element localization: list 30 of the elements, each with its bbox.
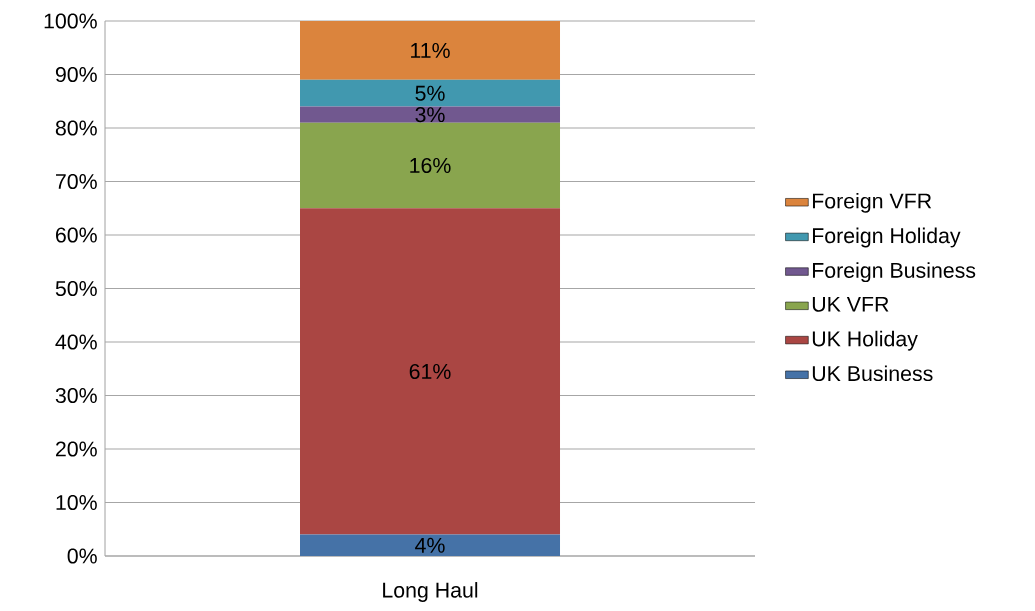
y-tick-label: 60% xyxy=(56,227,97,243)
data-label: 16% xyxy=(410,157,451,173)
legend-label: Foreign Business xyxy=(812,262,976,283)
y-tick-label: 40% xyxy=(55,334,97,350)
bar xyxy=(300,208,561,535)
data-label: 3% xyxy=(415,107,445,123)
legend-label: UK Business xyxy=(812,365,933,382)
legend-label: Foreign VFR xyxy=(812,192,932,213)
bar xyxy=(300,122,561,209)
y-tick-label: 20% xyxy=(55,441,97,457)
y-tick-label: 50% xyxy=(55,280,97,297)
y-tick-label: 10% xyxy=(56,494,97,511)
y-tick-label: 100% xyxy=(44,13,97,29)
y-tick-label: 90% xyxy=(55,66,97,83)
x-tick-label: Long Haul xyxy=(383,582,478,602)
legend-label: Foreign Holiday xyxy=(812,227,961,248)
bar xyxy=(300,534,561,556)
data-label: 61% xyxy=(409,363,451,379)
bar xyxy=(300,79,561,107)
bar xyxy=(300,21,561,80)
bar xyxy=(300,106,561,123)
y-tick-label: 80% xyxy=(55,120,97,136)
data-label: 11% xyxy=(411,42,450,58)
y-tick-label: 70% xyxy=(56,173,97,190)
data-label: 5% xyxy=(415,85,445,101)
legend-label: UK Holiday xyxy=(812,330,918,351)
y-tick-label: 30% xyxy=(55,387,97,404)
data-label: 4% xyxy=(415,537,445,553)
y-tick-label: 0% xyxy=(67,548,97,564)
legend-label: UK VFR xyxy=(812,296,889,312)
